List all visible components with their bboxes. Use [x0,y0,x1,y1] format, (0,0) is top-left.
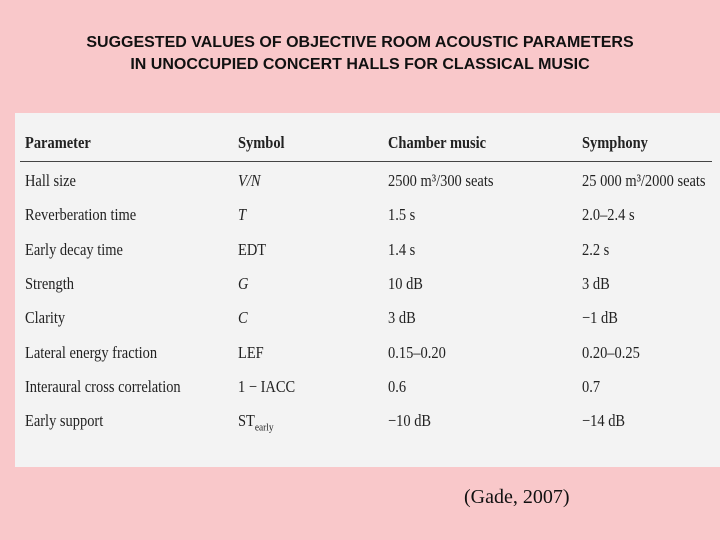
header-rule [20,161,712,162]
table-cell: C [238,308,248,328]
table-cell: Hall size [25,171,76,190]
table-cell: 0.6 [388,376,407,396]
table-cell: 0.20–0.25 [582,342,640,362]
table-cell: 3 dB [388,308,416,328]
table-cell: 1.5 s [388,205,416,225]
table-cell: 1.4 s [388,239,416,259]
table-cell: Reverberation time [25,205,137,225]
table-cell: 25 000 m³/2000 seats [582,171,706,190]
table-cell: V/N [238,171,261,190]
table-cell: Early decay time [25,239,123,259]
table-cell: −14 dB [582,411,626,431]
table-cell: −1 dB [582,308,618,328]
title-line: SUGGESTED VALUES OF OBJECTIVE ROOM ACOUS… [86,34,634,51]
table-cell: 0.7 [582,376,601,396]
cell-subscript: early [254,421,274,434]
title-line: IN UNOCCUPIED CONCERT HALLS FOR CLASSICA… [130,56,590,73]
table-cell: EDT [238,239,267,259]
table-cell: 3 dB [582,273,610,293]
table-cell: G [238,273,249,293]
column-header: Symbol [238,133,285,152]
table-cell: −10 dB [388,411,432,431]
table-cell: Lateral energy fraction [25,342,158,362]
column-header: Symphony [582,133,648,152]
table-cell: Early support [25,411,104,431]
column-header: Chamber music [388,133,487,152]
table: Parameter Symbol Chamber music Symphony Hall… [15,113,720,467]
column-header: Parameter [25,133,91,152]
table-cell: Strength [25,273,74,293]
table-cell: STearly [238,411,274,433]
cell-text: ST [238,411,255,431]
table-cell: Interaural cross correlation [25,376,181,396]
table-cell: 0.15–0.20 [388,342,446,362]
table-cell: 10 dB [388,273,423,293]
table-cell: 2.0–2.4 s [582,205,635,225]
table-cell: 1 − IACC [238,376,296,396]
table-cell: 2500 m³/300 seats [388,171,494,190]
table-cell: LEF [238,342,264,362]
citation: (Gade, 2007) [464,486,570,508]
table-cell: T [238,205,247,225]
table-cell: Clarity [25,308,66,328]
table-cell: 2.2 s [582,239,610,259]
